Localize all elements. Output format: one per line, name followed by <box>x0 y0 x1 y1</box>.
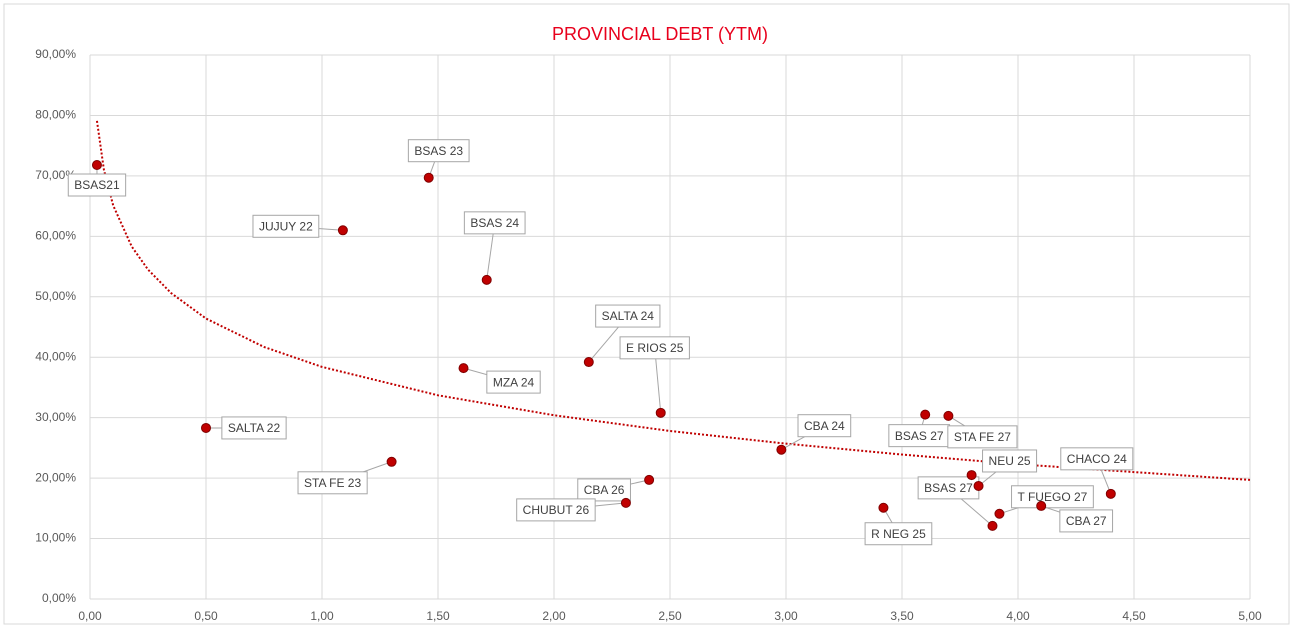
data-label: STA FE 27 <box>954 430 1011 444</box>
point <box>423 172 434 183</box>
data-label: E RIOS 25 <box>626 341 684 355</box>
label-box <box>407 139 470 163</box>
point <box>386 456 397 467</box>
data-label: NEU 25 <box>989 454 1031 468</box>
x-tick-label: 2,00 <box>542 609 566 623</box>
point <box>620 497 631 508</box>
label-box <box>297 471 368 495</box>
label-box <box>595 304 661 328</box>
point <box>966 470 977 481</box>
data-label: BSAS 23 <box>414 144 463 158</box>
point <box>91 160 102 171</box>
data-label: CHACO 24 <box>1067 452 1127 466</box>
y-tick-label: 50,00% <box>35 289 76 303</box>
x-tick-label: 4,50 <box>1122 609 1146 623</box>
point <box>644 474 655 485</box>
x-tick-label: 0,50 <box>194 609 218 623</box>
data-label: CBA 26 <box>584 483 625 497</box>
data-label: T FUEGO 27 <box>1018 490 1088 504</box>
label-box <box>463 211 526 235</box>
data-label: BSAS 24 <box>470 216 519 230</box>
data-label: JUJUY 22 <box>259 219 313 233</box>
label-box <box>252 214 320 238</box>
data-label: STA FE 23 <box>304 476 361 490</box>
label-box <box>797 414 852 438</box>
point <box>987 520 998 531</box>
y-tick-label: 80,00% <box>35 108 76 122</box>
data-label: SALTA 24 <box>602 309 655 323</box>
point <box>994 508 1005 519</box>
y-tick-label: 20,00% <box>35 470 76 484</box>
data-label: CBA 24 <box>804 419 845 433</box>
label-box <box>619 336 690 360</box>
label-box <box>1059 509 1114 533</box>
x-tick-label: 3,00 <box>774 609 798 623</box>
x-tick-label: 0,00 <box>78 609 102 623</box>
x-tick-label: 4,00 <box>1006 609 1030 623</box>
data-label: MZA 24 <box>493 375 535 389</box>
x-tick-label: 2,50 <box>658 609 682 623</box>
point <box>583 357 594 368</box>
y-tick-label: 10,00% <box>35 531 76 545</box>
data-label: SALTA 22 <box>228 421 281 435</box>
label-box <box>1011 485 1094 509</box>
point <box>943 410 954 421</box>
point <box>776 444 787 455</box>
label-box <box>947 425 1018 449</box>
y-tick-label: 70,00% <box>35 168 76 182</box>
point <box>1036 500 1047 511</box>
x-tick-label: 5,00 <box>1238 609 1262 623</box>
data-label: BSAS 27 <box>895 429 944 443</box>
label-layer: BSAS21 SALTA 22 JUJUY 22 STA FE 23 BSAS 23 BS… <box>67 139 1134 546</box>
label-box <box>516 498 596 522</box>
data-label: CBA 27 <box>1066 514 1107 528</box>
point <box>878 502 889 513</box>
x-tick-label: 1,00 <box>310 609 334 623</box>
label-box <box>221 416 287 440</box>
point <box>973 480 984 491</box>
x-tick-label: 1,50 <box>426 609 450 623</box>
point <box>201 422 211 433</box>
y-tick-label: 40,00% <box>35 349 76 363</box>
point <box>655 407 666 418</box>
y-tick-label: 0,00% <box>42 591 76 605</box>
point <box>1105 488 1116 499</box>
label-box <box>1060 447 1134 471</box>
point <box>481 274 492 285</box>
y-tick-label: 60,00% <box>35 229 76 243</box>
y-tick-label: 90,00% <box>35 47 76 61</box>
trendline <box>95 120 1251 481</box>
point <box>920 409 931 420</box>
data-label: BSAS21 <box>74 178 120 192</box>
point <box>337 225 348 236</box>
point <box>458 363 469 374</box>
data-label: R NEG 25 <box>871 527 926 541</box>
chart-title: PROVINCIAL DEBT (YTM) <box>552 24 768 44</box>
label-box <box>577 478 631 502</box>
label-box <box>982 449 1038 473</box>
data-label: CHUBUT 26 <box>523 503 590 517</box>
data-label: BSAS 27 <box>924 481 973 495</box>
label-box <box>67 173 127 197</box>
label-box <box>486 370 541 394</box>
label-box <box>864 522 933 546</box>
x-tick-label: 3,50 <box>890 609 914 623</box>
y-tick-label: 30,00% <box>35 410 76 424</box>
